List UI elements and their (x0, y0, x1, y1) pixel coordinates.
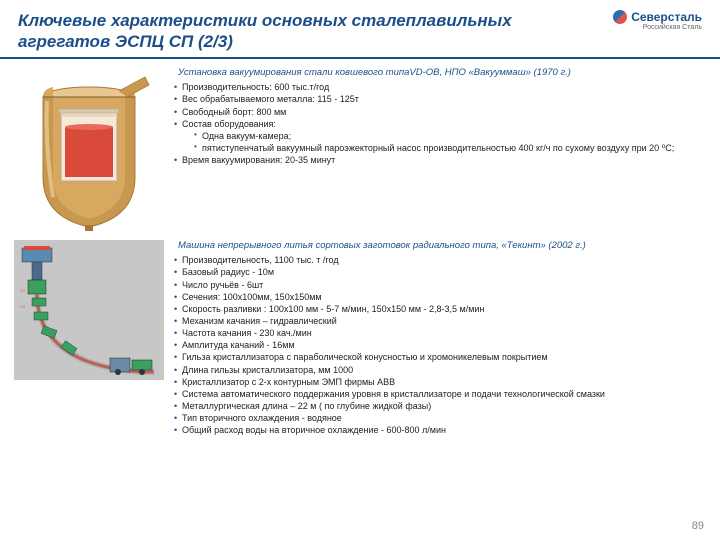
vacuum-specs: Установка вакуумирования стали ковшевого… (174, 67, 706, 232)
spec-item: Длина гильзы кристаллизатора, мм 1000 (174, 364, 706, 376)
section-caster: C1 C2 Машина непрерывного литья сортовых… (14, 240, 706, 437)
caster-svg-icon: C1 C2 (14, 240, 164, 380)
spec-item: Состав оборудования: (174, 118, 706, 130)
spec-subitem: Одна вакуум-камера; (174, 130, 706, 142)
logo-mark-icon (613, 10, 627, 24)
spec-item: Амплитуда качаний - 16мм (174, 339, 706, 351)
spec-item: Тип вторичного охлаждения - водяное (174, 412, 706, 424)
slide-header: Ключевые характеристики основных сталепл… (0, 0, 720, 59)
svg-text:C1: C1 (20, 288, 26, 293)
spec-item: Время вакуумирования: 20-35 минут (174, 154, 706, 166)
spec-item: Система автоматического поддержания уров… (174, 388, 706, 400)
company-logo: Северсталь Российская Сталь (613, 10, 702, 31)
ladle-diagram (14, 67, 164, 232)
spec-item: Общий расход воды на вторичное охлаждени… (174, 424, 706, 436)
section-vacuum: Установка вакуумирования стали ковшевого… (14, 67, 706, 232)
spec-item: Механизм качания – гидравлический (174, 315, 706, 327)
spec-item: Скорость разливки : 100х100 мм - 5-7 м/м… (174, 303, 706, 315)
logo-text: Северсталь (631, 10, 702, 24)
spec-item: Производительность: 600 тыс.т/год (174, 81, 706, 93)
vacuum-title: Установка вакуумирования стали ковшевого… (174, 67, 706, 80)
spec-subitem: пятиступенчатый вакуумный пароэжекторный… (174, 142, 706, 154)
slide-content: Установка вакуумирования стали ковшевого… (0, 59, 720, 437)
page-number: 89 (692, 520, 704, 532)
spec-item: Базовый радиус - 10м (174, 266, 706, 278)
slide-title: Ключевые характеристики основных сталепл… (18, 10, 538, 53)
ladle-svg-icon (19, 67, 159, 232)
spec-item: Число ручьёв - 6шт (174, 279, 706, 291)
spec-item: Гильза кристаллизатора с параболической … (174, 351, 706, 363)
spec-item: Частота качания - 230 кач./мин (174, 327, 706, 339)
spec-item: Производительность, 1100 тыс. т /год (174, 254, 706, 266)
logo-subtext: Российская Сталь (643, 24, 702, 31)
spec-item: Металлургическая длина – 22 м ( по глуби… (174, 400, 706, 412)
spec-item: Сечения: 100х100мм, 150х150мм (174, 291, 706, 303)
spec-item: Вес обрабатываемого металла: 115 - 125т (174, 93, 706, 105)
caster-diagram: C1 C2 (14, 240, 164, 437)
caster-specs: Машина непрерывного литья сортовых загот… (174, 240, 706, 437)
spec-item: Свободный борт: 800 мм (174, 106, 706, 118)
svg-text:C2: C2 (20, 304, 26, 309)
spec-item: Кристаллизатор с 2-х контурным ЭМП фирмы… (174, 376, 706, 388)
caster-title: Машина непрерывного литья сортовых загот… (174, 240, 706, 253)
